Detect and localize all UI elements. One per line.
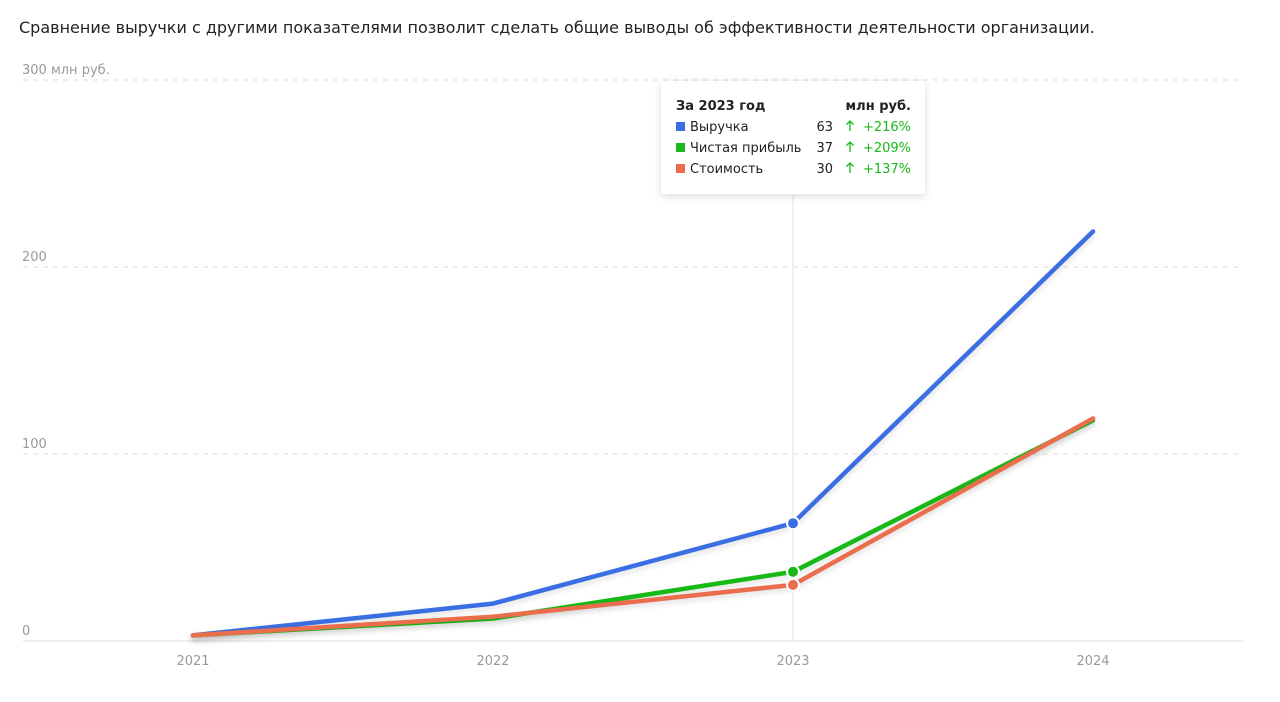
y-tick-label: 200 (22, 250, 47, 265)
x-tick-label: 2023 (776, 654, 809, 669)
hover-point (786, 564, 800, 579)
up-arrow (846, 141, 854, 152)
tooltip-title: За 2023 год (676, 99, 765, 114)
tooltip-value: 30 (816, 162, 833, 177)
hover-point (786, 577, 800, 592)
tooltip: За 2023 год млн руб. Выручка 63 +216% Чистая … (661, 81, 925, 194)
x-tick-label: 2022 (476, 654, 509, 669)
y-tick-label: 300 млн руб. (22, 63, 110, 78)
series-line (190, 418, 1096, 638)
series-line (190, 416, 1096, 638)
legend-swatch (676, 143, 685, 152)
tooltip-change: +216% (863, 120, 911, 135)
legend-swatch (676, 164, 685, 173)
series-line (190, 229, 1096, 638)
up-arrow (846, 120, 854, 131)
tooltip-value: 63 (816, 120, 833, 135)
hover-point (786, 516, 800, 531)
y-tick-label: 0 (22, 624, 30, 639)
tooltip-change: +137% (863, 162, 911, 177)
legend-label: Выручка (690, 120, 749, 135)
description: Сравнение выручки с другими показателями… (19, 18, 1095, 37)
legend-label: Стоимость (690, 162, 763, 177)
legend-label: Чистая прибыль (690, 141, 801, 156)
x-tick-label: 2021 (176, 654, 209, 669)
x-tick-label: 2024 (1076, 654, 1109, 669)
y-tick-label: 100 (22, 437, 47, 452)
tooltip-unit: млн руб. (846, 99, 911, 114)
tooltip-value: 37 (816, 141, 833, 156)
legend-swatch (676, 122, 685, 131)
tooltip-box (661, 81, 925, 194)
tooltip-change: +209% (863, 141, 911, 156)
up-arrow (846, 162, 854, 173)
